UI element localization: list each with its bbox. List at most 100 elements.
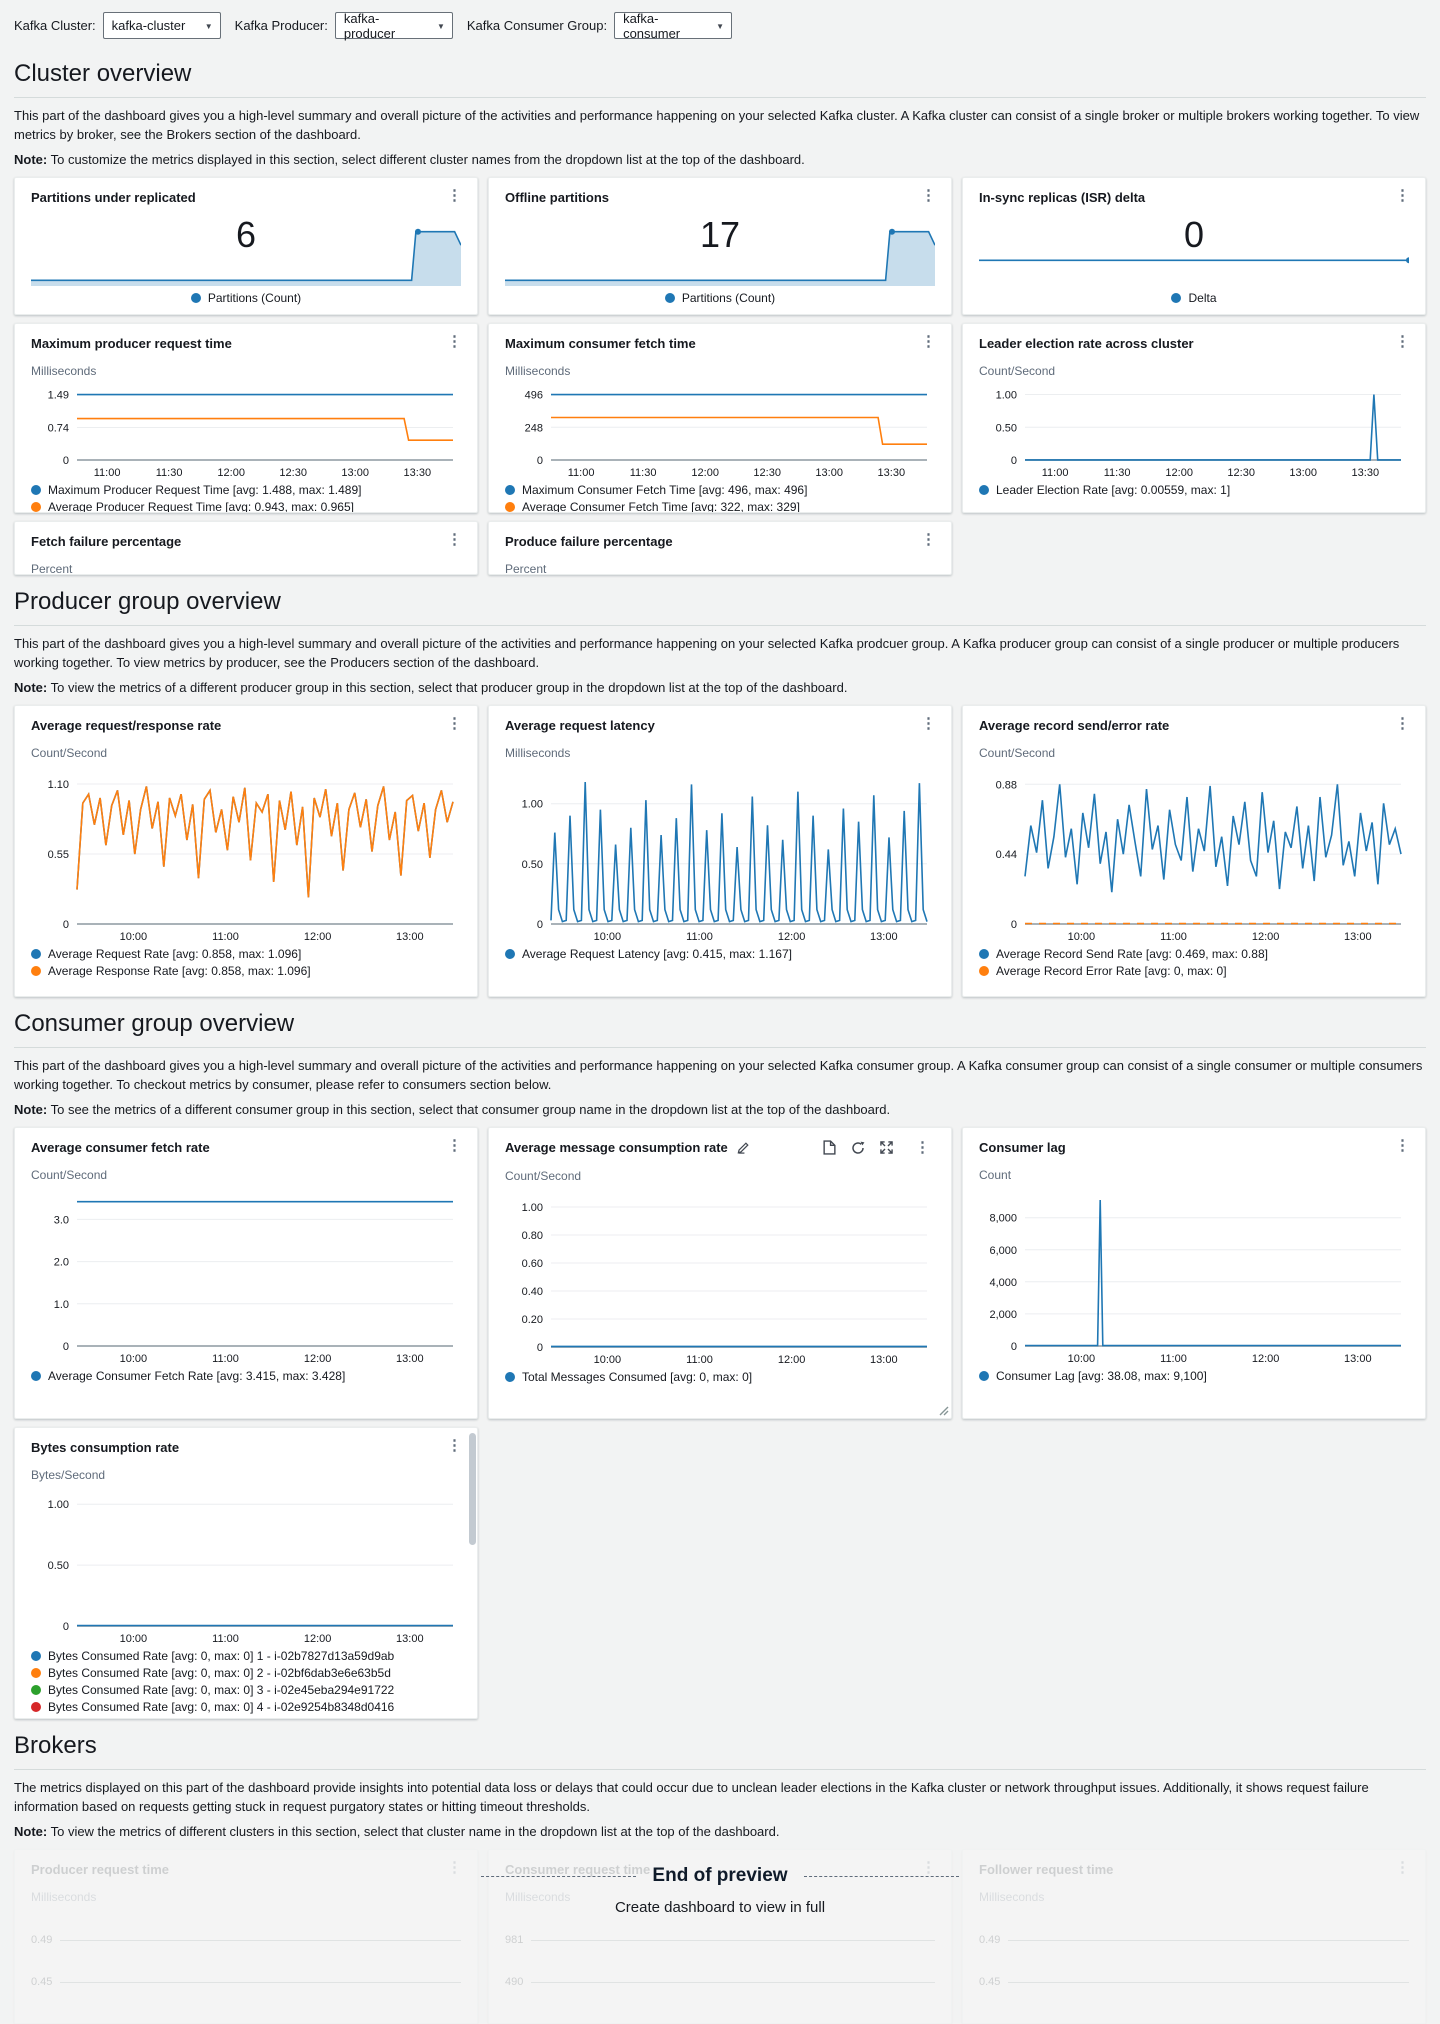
section-title: Consumer group overview	[14, 1010, 295, 1037]
legend-color-dot	[31, 1702, 41, 1712]
kafka-producer-control: Kafka Producer: kafka-producer ▼	[235, 11, 453, 41]
chart-legend: Leader Election Rate [avg: 0.00559, max:…	[979, 482, 1409, 499]
ghost-cards: Producer request time ⋮ Milliseconds 0.4…	[14, 1849, 1426, 2024]
legend-item[interactable]: Average Record Error Rate [avg: 0, max: …	[979, 963, 1409, 980]
legend-color-dot	[31, 966, 41, 976]
y-axis-label: Percent	[505, 562, 547, 575]
kafka-cluster-label: Kafka Cluster:	[14, 18, 96, 33]
edit-title-pencil-icon[interactable]	[737, 1141, 750, 1154]
legend-item[interactable]: Bytes Consumed Rate [avg: 0, max: 0] 5 -…	[31, 1716, 461, 1718]
legend-item[interactable]: Average Request Latency [avg: 0.415, max…	[505, 946, 935, 963]
y-axis-label: Count/Second	[31, 1168, 108, 1182]
kebab-menu-icon[interactable]: ⋮	[921, 531, 936, 548]
kebab-menu-icon[interactable]: ⋮	[447, 333, 462, 350]
widget-title: Partitions under replicated	[31, 189, 196, 205]
legend-label: Average Request Rate [avg: 0.858, max: 1…	[48, 947, 302, 961]
svg-text:248: 248	[525, 422, 543, 434]
kebab-menu-icon[interactable]: ⋮	[1395, 333, 1410, 350]
legend-label: Average Producer Request Time [avg: 0.94…	[48, 500, 354, 513]
legend-item[interactable]: Bytes Consumed Rate [avg: 0, max: 0] 4 -…	[31, 1699, 461, 1716]
legend-item[interactable]: Partitions (Count)	[664, 290, 775, 307]
widget-title: Fetch failure percentage	[31, 533, 182, 549]
kebab-menu-icon[interactable]: ⋮	[921, 187, 936, 204]
legend-label: Bytes Consumed Rate [avg: 0, max: 0] 3 -…	[48, 1683, 395, 1697]
legend-item[interactable]: Average Response Rate [avg: 0.858, max: …	[31, 963, 461, 980]
kebab-menu-icon[interactable]: ⋮	[447, 1437, 462, 1454]
legend-color-dot	[664, 293, 675, 303]
legend-label: Total Messages Consumed [avg: 0, max: 0]	[522, 1370, 753, 1384]
legend-label: Bytes Consumed Rate [avg: 0, max: 0] 1 -…	[48, 1649, 395, 1663]
legend-item[interactable]: Total Messages Consumed [avg: 0, max: 0]	[505, 1369, 935, 1386]
svg-text:12:00: 12:00	[778, 931, 806, 943]
svg-text:0.80: 0.80	[522, 1230, 543, 1242]
kafka-consumer-group-select[interactable]: kafka-consumer ▼	[614, 11, 733, 41]
resize-handle[interactable]	[938, 1405, 949, 1416]
kafka-producer-select[interactable]: kafka-producer ▼	[334, 11, 453, 41]
sparkline-chart	[505, 226, 935, 286]
svg-text:13:00: 13:00	[396, 931, 424, 943]
kafka-cluster-select[interactable]: kafka-cluster ▼	[102, 12, 221, 39]
legend-item[interactable]: Consumer Lag [avg: 38.08, max: 9,100]	[979, 1368, 1409, 1385]
kebab-menu-icon[interactable]: ⋮	[921, 333, 936, 350]
kebab-menu-icon: ⋮	[447, 1859, 462, 1876]
legend-label: Average Request Latency [avg: 0.415, max…	[522, 947, 792, 961]
legend-item[interactable]: Average Producer Request Time [avg: 0.94…	[31, 499, 461, 513]
y-axis-label: Milliseconds	[505, 746, 571, 760]
widget-title: Consumer lag	[979, 1139, 1066, 1155]
legend-color-dot	[31, 1685, 41, 1695]
svg-text:11:30: 11:30	[630, 467, 657, 479]
svg-text:2,000: 2,000	[989, 1309, 1017, 1321]
section-note: Note: To view the metrics of different c…	[14, 1824, 780, 1839]
section-description: This part of the dashboard gives you a h…	[14, 108, 1420, 142]
y-axis-label: Count/Second	[979, 746, 1056, 760]
svg-text:0.74: 0.74	[48, 423, 69, 435]
kebab-menu-icon[interactable]: ⋮	[1395, 1137, 1410, 1154]
svg-text:0: 0	[63, 1621, 69, 1633]
svg-text:0: 0	[537, 919, 543, 931]
svg-text:496: 496	[525, 390, 543, 402]
legend-color-dot	[31, 485, 41, 495]
legend-item[interactable]: Bytes Consumed Rate [avg: 0, max: 0] 1 -…	[31, 1648, 461, 1665]
kebab-menu-icon[interactable]: ⋮	[447, 531, 462, 548]
legend-item[interactable]: Partitions (Count)	[190, 290, 301, 307]
widget-produce-failure-percentage: Produce failure percentage ⋮ Percent	[488, 521, 952, 575]
kebab-menu-icon[interactable]: ⋮	[447, 1137, 462, 1154]
chevron-down-icon: ▼	[204, 22, 213, 31]
legend-item[interactable]: Average Consumer Fetch Time [avg: 322, m…	[505, 499, 935, 512]
end-of-preview-label: End of preview	[652, 1865, 788, 1886]
svg-text:12:30: 12:30	[1227, 467, 1255, 479]
export-file-icon[interactable]	[823, 1140, 836, 1155]
widget-title: In-sync replicas (ISR) delta	[979, 189, 1146, 205]
svg-text:0: 0	[1011, 919, 1017, 931]
legend-item[interactable]: Maximum Consumer Fetch Time [avg: 496, m…	[505, 482, 935, 499]
kebab-menu-icon[interactable]: ⋮	[447, 715, 462, 732]
legend-item[interactable]: Average Consumer Fetch Rate [avg: 3.415,…	[31, 1368, 461, 1385]
legend-item[interactable]: Average Record Send Rate [avg: 0.469, ma…	[979, 946, 1409, 963]
kebab-menu-icon[interactable]: ⋮	[1395, 715, 1410, 732]
line-chart: 8,000 6,000 4,000 2,000 0 10:00 11:00 12:00 13:0…	[979, 1186, 1409, 1366]
legend-item[interactable]: Leader Election Rate [avg: 0.00559, max:…	[979, 482, 1409, 499]
svg-text:0.50: 0.50	[522, 859, 543, 871]
create-dashboard-cta[interactable]: Create dashboard to view in full	[614, 1899, 826, 1916]
kebab-menu-icon[interactable]: ⋮	[447, 187, 462, 204]
kebab-menu-icon[interactable]: ⋮	[915, 1139, 930, 1156]
legend-item[interactable]: Maximum Producer Request Time [avg: 1.48…	[31, 482, 461, 499]
legend-item[interactable]: Delta	[1171, 290, 1217, 307]
svg-text:10:00: 10:00	[594, 1354, 622, 1366]
kebab-menu-icon[interactable]: ⋮	[921, 715, 936, 732]
widget-title: Maximum producer request time	[31, 335, 232, 351]
widget-title: Average message consumption rate	[505, 1140, 728, 1155]
legend-item[interactable]: Average Request Rate [avg: 0.858, max: 1…	[31, 946, 461, 963]
scrollbar-thumb[interactable]	[469, 1433, 476, 1545]
svg-text:13:00: 13:00	[1344, 1353, 1372, 1365]
legend-item[interactable]: Bytes Consumed Rate [avg: 0, max: 0] 3 -…	[31, 1682, 461, 1699]
kebab-menu-icon[interactable]: ⋮	[1395, 187, 1410, 204]
svg-text:10:00: 10:00	[1068, 1353, 1096, 1365]
svg-text:11:00: 11:00	[212, 931, 239, 943]
sparkline-chart	[979, 226, 1409, 286]
maximize-icon[interactable]	[880, 1141, 893, 1154]
svg-text:0.88: 0.88	[996, 779, 1017, 791]
refresh-icon[interactable]	[851, 1141, 865, 1155]
legend-item[interactable]: Bytes Consumed Rate [avg: 0, max: 0] 2 -…	[31, 1665, 461, 1682]
svg-text:12:00: 12:00	[304, 931, 332, 943]
